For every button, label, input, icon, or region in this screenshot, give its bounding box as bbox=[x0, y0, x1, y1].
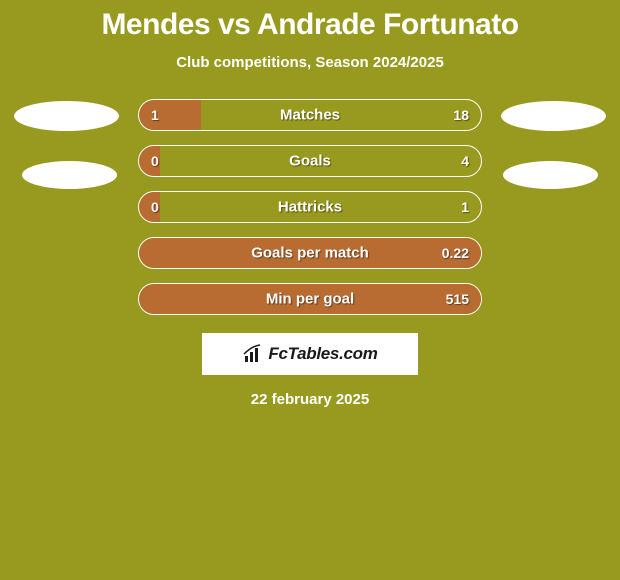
comparison-infographic: Mendes vs Andrade Fortunato Club competi… bbox=[0, 0, 620, 408]
stat-left-value: 0 bbox=[151, 153, 159, 169]
stats-area: 1 Matches 18 0 Goals 4 0 Hattricks 1 bbox=[0, 99, 620, 315]
club-logo-placeholder bbox=[14, 101, 119, 131]
stat-right-value: 0.22 bbox=[442, 245, 469, 261]
stat-bar-min-per-goal: Min per goal 515 bbox=[138, 283, 482, 315]
stat-bar-hattricks: 0 Hattricks 1 bbox=[138, 191, 482, 223]
club-logo-placeholder bbox=[22, 161, 117, 189]
subtitle: Club competitions, Season 2024/2025 bbox=[0, 54, 620, 71]
stat-right-value: 515 bbox=[446, 291, 469, 307]
stat-right-value: 18 bbox=[453, 107, 469, 123]
chart-bars-icon bbox=[242, 344, 264, 364]
club-logo-placeholder bbox=[501, 101, 606, 131]
stat-label: Matches bbox=[280, 107, 340, 124]
stat-right-value: 1 bbox=[461, 199, 469, 215]
fctables-logo: FcTables.com bbox=[202, 333, 418, 375]
stat-bar-goals-per-match: Goals per match 0.22 bbox=[138, 237, 482, 269]
right-club-column bbox=[496, 99, 606, 189]
stat-label: Hattricks bbox=[278, 199, 342, 216]
stat-label: Min per goal bbox=[266, 291, 354, 308]
page-title: Mendes vs Andrade Fortunato bbox=[0, 8, 620, 42]
stat-bar-goals: 0 Goals 4 bbox=[138, 145, 482, 177]
logo-text: FcTables.com bbox=[268, 344, 377, 364]
left-club-column bbox=[14, 99, 124, 189]
date-label: 22 february 2025 bbox=[0, 391, 620, 408]
club-logo-placeholder bbox=[503, 161, 598, 189]
stat-label: Goals bbox=[289, 153, 331, 170]
stat-label: Goals per match bbox=[251, 245, 369, 262]
stat-bar-matches: 1 Matches 18 bbox=[138, 99, 482, 131]
stat-left-value: 0 bbox=[151, 199, 159, 215]
stat-right-value: 4 bbox=[461, 153, 469, 169]
stat-bar-left-fill bbox=[139, 100, 201, 130]
stat-bars: 1 Matches 18 0 Goals 4 0 Hattricks 1 bbox=[138, 99, 482, 315]
stat-left-value: 1 bbox=[151, 107, 159, 123]
